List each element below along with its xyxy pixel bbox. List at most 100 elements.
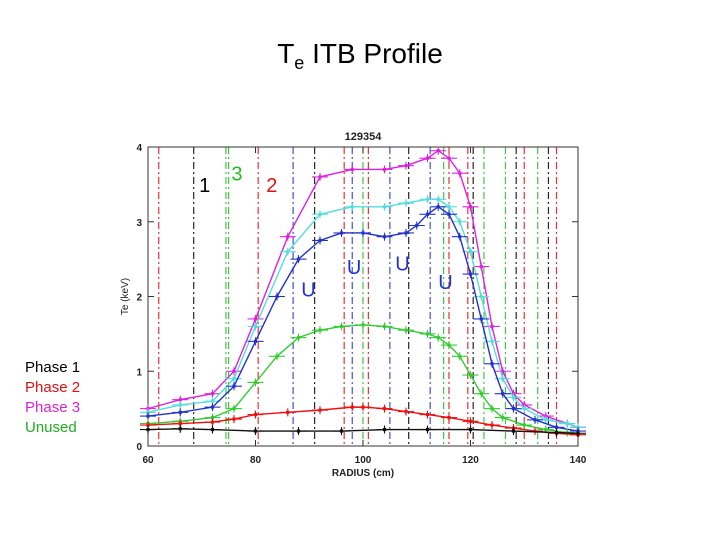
title-main: T xyxy=(277,38,295,69)
series-3-point-17 xyxy=(479,392,483,396)
series-0-point-11 xyxy=(436,149,440,153)
series-2-point-13 xyxy=(425,212,430,216)
y-tick-label-2: 2 xyxy=(136,293,142,304)
series-4-point-6 xyxy=(318,408,322,412)
series-0-point-9 xyxy=(404,164,408,168)
series-1-point-1 xyxy=(178,403,182,407)
series-0-point-7 xyxy=(350,167,354,172)
series-1-point-21 xyxy=(565,421,569,426)
y-tick-label-0: 0 xyxy=(136,442,142,453)
legend-phase-1: Phase 1 xyxy=(25,359,81,376)
series-2-point-3 xyxy=(232,384,236,388)
annotation-1: 3 xyxy=(231,164,242,186)
series-1-point-6 xyxy=(318,212,322,216)
series-3-point-19 xyxy=(501,415,505,420)
series-3-point-11 xyxy=(404,328,408,332)
series-0-point-12 xyxy=(447,156,451,160)
series-0-point-14 xyxy=(468,205,473,209)
series-4-point-4 xyxy=(253,413,258,417)
series-1-point-18 xyxy=(511,395,516,400)
series-4-point-14 xyxy=(490,423,494,427)
series-2-point-20 xyxy=(501,392,505,396)
legend-unused: Unused xyxy=(25,419,77,436)
series-1-point-19 xyxy=(522,407,526,411)
series-3-point-2 xyxy=(210,415,215,420)
x-axis-label: RADIUS (cm) xyxy=(332,468,394,479)
series-0-point-15 xyxy=(479,265,483,269)
series-1-point-10 xyxy=(425,197,430,201)
series-0-point-16 xyxy=(490,324,494,328)
series-4-point-8 xyxy=(361,405,365,409)
series-1-point-4 xyxy=(253,324,258,328)
series-3-point-5 xyxy=(275,354,279,358)
series-4-point-0 xyxy=(146,423,150,427)
series-3-point-10 xyxy=(382,324,387,328)
x-tick-label-60: 60 xyxy=(142,455,154,466)
series-3-point-3 xyxy=(232,407,236,411)
series-1-point-17 xyxy=(501,377,505,381)
series-3-point-6 xyxy=(296,336,301,340)
series-2-point-5 xyxy=(275,294,279,299)
series-1-point-8 xyxy=(382,205,387,209)
series-3-point-8 xyxy=(339,324,344,328)
series-1-point-11 xyxy=(436,197,440,201)
series-3-point-16 xyxy=(468,373,473,377)
series-5-point-3 xyxy=(253,429,258,433)
annotation-2: 2 xyxy=(266,175,277,197)
series-5-point-9 xyxy=(511,429,516,433)
series-4-point-10 xyxy=(404,410,408,414)
series-3-point-12 xyxy=(425,332,430,336)
series-2-point-21 xyxy=(511,407,516,411)
series-2-point-17 xyxy=(468,272,473,276)
series-4-point-13 xyxy=(468,419,473,423)
series-4-point-9 xyxy=(382,407,387,411)
slide-title: Te ITB Profile xyxy=(0,38,720,74)
series-4-point-5 xyxy=(286,410,290,414)
series-0-point-2 xyxy=(210,392,215,396)
series-1-point-2 xyxy=(210,399,215,403)
series-5-point-5 xyxy=(339,429,344,433)
series-0-point-5 xyxy=(286,235,290,239)
series-1-point-5 xyxy=(286,250,290,254)
series-1-point-3 xyxy=(232,377,236,381)
series-5-point-0 xyxy=(146,427,150,432)
series-1-point-7 xyxy=(350,205,354,209)
series-1-point-14 xyxy=(468,250,473,254)
series-2-point-7 xyxy=(318,238,322,243)
series-0-point-4 xyxy=(253,317,258,321)
series-2-point-19 xyxy=(490,362,494,366)
series-2-point-22 xyxy=(533,418,537,422)
series-4-point-7 xyxy=(350,405,354,409)
series-2-point-14 xyxy=(436,205,440,209)
annotation-4: U xyxy=(347,257,361,279)
series-4-point-3 xyxy=(232,417,236,421)
series-5-point-10 xyxy=(554,430,559,435)
series-1-point-12 xyxy=(447,205,451,209)
series-2-point-2 xyxy=(210,405,215,409)
legend-phase-2: Phase 2 xyxy=(25,379,81,396)
y-axis-label: Te (keV) xyxy=(120,278,131,315)
annotation-5: U xyxy=(395,253,409,275)
series-1-point-15 xyxy=(479,294,483,299)
series-3-point-14 xyxy=(447,343,451,347)
series-0-point-8 xyxy=(382,167,387,172)
series-2-point-12 xyxy=(415,223,419,228)
x-tick-label-100: 100 xyxy=(355,455,372,466)
series-2-point-0 xyxy=(146,414,150,418)
series-5-point-7 xyxy=(425,427,430,432)
series-2-point-18 xyxy=(479,317,483,321)
series-2-point-23 xyxy=(554,425,559,429)
series-2-point-8 xyxy=(339,231,344,235)
series-3-point-9 xyxy=(361,323,365,327)
series-4-point-1 xyxy=(178,421,182,426)
series-0-point-3 xyxy=(232,369,236,373)
x-tick-label-80: 80 xyxy=(250,455,262,466)
x-tick-label-140: 140 xyxy=(570,455,587,466)
series-2-point-4 xyxy=(253,339,258,343)
annotation-3: U xyxy=(301,280,315,302)
series-4-point-2 xyxy=(210,420,215,424)
legend-phase-3: Phase 3 xyxy=(25,399,81,416)
y-tick-label-3: 3 xyxy=(136,218,142,229)
series-2-point-10 xyxy=(382,235,387,239)
annotation-6: U xyxy=(438,272,452,294)
